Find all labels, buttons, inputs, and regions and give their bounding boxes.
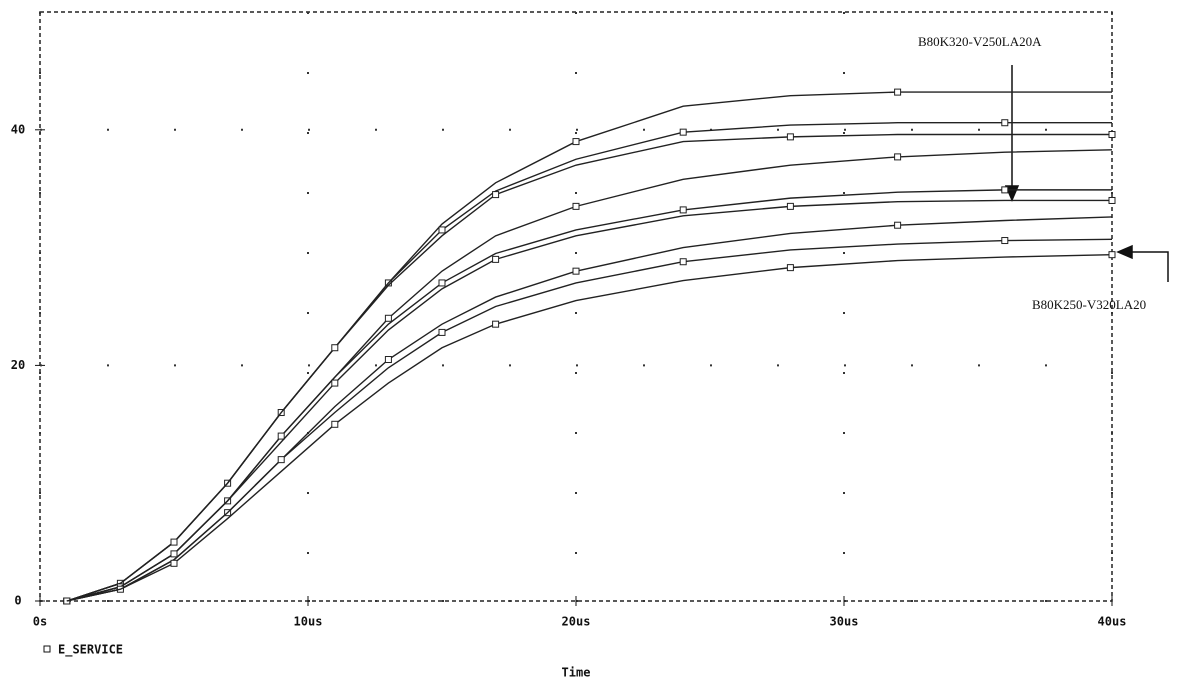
point-marker xyxy=(572,267,580,275)
point-marker xyxy=(1108,251,1116,259)
point-marker xyxy=(277,432,285,440)
point-marker xyxy=(492,191,500,199)
point-marker xyxy=(679,206,687,214)
x-tick-label: 30us xyxy=(830,615,859,629)
x-tick-label: 20us xyxy=(562,615,591,629)
legend-marker xyxy=(43,645,51,653)
x-axis-label: Time xyxy=(562,666,591,680)
point-marker xyxy=(894,88,902,96)
series-line xyxy=(66,216,1113,602)
y-tick-label: 20 xyxy=(11,358,25,372)
point-marker xyxy=(1108,196,1116,204)
point-marker xyxy=(331,344,339,352)
x-tick-label: 0s xyxy=(33,615,47,629)
point-marker xyxy=(438,328,446,336)
y-tick-label: 40 xyxy=(11,122,25,136)
point-marker xyxy=(1001,119,1009,127)
y-tick-label: 0 xyxy=(14,594,21,608)
point-marker xyxy=(679,258,687,266)
point-marker xyxy=(786,264,794,272)
point-marker xyxy=(277,456,285,464)
point-marker xyxy=(1001,237,1009,245)
series-line xyxy=(66,91,1112,602)
annotation: B80K320-V250LA20A xyxy=(918,34,1042,49)
point-marker xyxy=(786,202,794,210)
series-line xyxy=(66,149,1113,602)
point-marker xyxy=(384,356,392,364)
arrow-top xyxy=(1004,65,1020,202)
series-line xyxy=(66,238,1113,602)
point-marker xyxy=(572,138,580,146)
series-line xyxy=(66,133,1112,602)
annotation: B80K250-V320LA20 xyxy=(1032,297,1146,312)
point-marker xyxy=(894,153,902,161)
point-marker xyxy=(894,221,902,229)
point-marker xyxy=(438,226,446,234)
point-marker xyxy=(331,379,339,387)
point-marker xyxy=(438,279,446,287)
series-line xyxy=(66,199,1112,602)
legend-label: E_SERVICE xyxy=(58,643,123,658)
series-line xyxy=(66,189,1112,602)
series-line xyxy=(66,122,1112,602)
arrow-bottom xyxy=(1116,244,1169,282)
point-marker xyxy=(170,559,178,567)
point-marker xyxy=(492,320,500,328)
point-marker xyxy=(679,128,687,136)
point-marker xyxy=(1001,186,1009,194)
point-marker xyxy=(384,314,392,322)
point-marker xyxy=(170,550,178,558)
point-marker xyxy=(492,255,500,263)
point-marker xyxy=(170,538,178,546)
x-tick-label: 40us xyxy=(1098,615,1127,629)
point-marker xyxy=(786,133,794,141)
point-marker xyxy=(572,202,580,210)
point-marker xyxy=(1108,131,1116,139)
point-marker xyxy=(331,420,339,428)
series-line xyxy=(66,253,1113,602)
x-tick-label: 10us xyxy=(294,615,323,629)
